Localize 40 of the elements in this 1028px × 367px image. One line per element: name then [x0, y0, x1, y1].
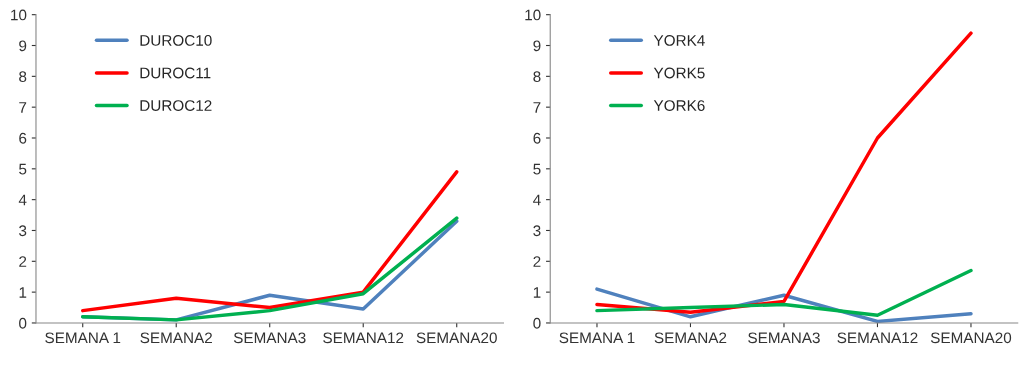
x-tick-label: SEMANA20 [416, 332, 497, 344]
y-tick-label: 8 [19, 71, 27, 83]
x-tick-label: SEMANA 1 [559, 332, 635, 344]
x-tick-label: SEMANA20 [930, 332, 1012, 344]
x-tick-label: SEMANA3 [233, 332, 306, 344]
y-tick-label: 7 [19, 102, 27, 113]
y-tick-label: 6 [19, 132, 27, 144]
y-tick-label: 4 [18, 194, 27, 206]
legend-label: YORK5 [653, 67, 705, 79]
y-tick-label: 3 [533, 225, 541, 237]
x-tick-label: SEMANA12 [837, 332, 918, 344]
legend-label: DUROC12 [140, 100, 212, 111]
legend-label: YORK6 [653, 100, 705, 111]
y-tick-label: 9 [19, 40, 27, 52]
y-tick-label: 9 [533, 40, 541, 52]
line-series [595, 268, 973, 317]
legend-label: DUROC10 [140, 35, 212, 46]
legend-label: DUROC11 [140, 67, 211, 79]
y-tick-label: 0 [533, 317, 541, 329]
y-tick-label: 5 [533, 163, 541, 175]
y-tick-label: 2 [19, 256, 27, 267]
y-tick-label: 0 [19, 317, 27, 329]
y-tick-label: 1 [533, 287, 541, 298]
y-tick-label: 10 [525, 9, 541, 21]
line-series [80, 170, 459, 313]
y-tick-label: 10 [11, 9, 27, 21]
y-tick-label: 7 [533, 102, 541, 113]
x-tick-label: SEMANA3 [748, 332, 820, 344]
y-tick-label: 6 [533, 132, 541, 144]
x-tick-label: SEMANA2 [140, 332, 212, 344]
legend-label: YORK4 [653, 35, 705, 46]
x-tick-label: SEMANA 1 [45, 332, 121, 344]
y-tick-label: 4 [533, 194, 541, 206]
y-tick-label: 5 [19, 163, 27, 175]
y-tick-label: 2 [533, 256, 541, 267]
x-tick-label: SEMANA12 [323, 332, 404, 344]
y-tick-label: 1 [19, 287, 27, 298]
y-tick-label: 3 [19, 225, 27, 237]
y-tick-label: 8 [533, 71, 541, 83]
x-tick-label: SEMANA2 [654, 332, 727, 344]
